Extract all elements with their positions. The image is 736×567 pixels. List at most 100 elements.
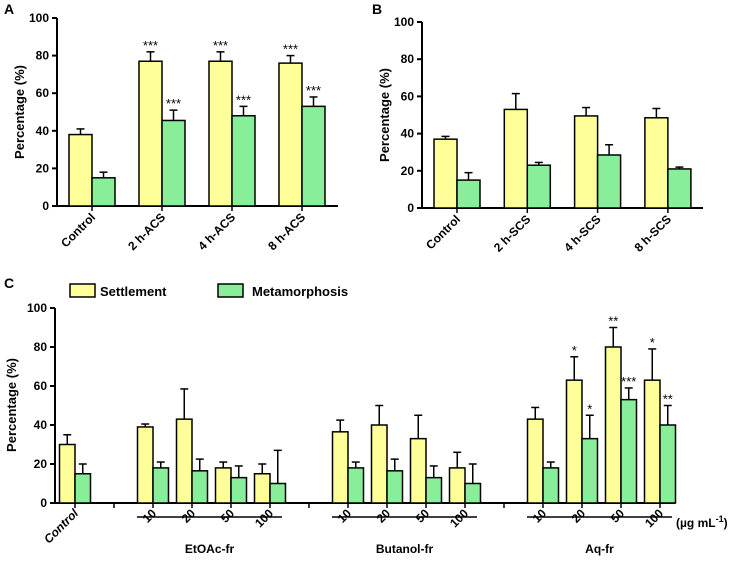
x-tick-label: 10: [530, 506, 550, 526]
significance-label: *: [587, 401, 592, 416]
bar-metamorphosis: [456, 179, 481, 209]
group-label: EtOAc-fr: [185, 542, 235, 556]
x-tick-label: 2 h-ACS: [125, 210, 168, 253]
panel-A: A 0 20 40 60 80 100 Percentage (%) Control 2 h-AC…: [4, 1, 338, 253]
significance-label: ***: [143, 38, 158, 53]
legend: Settlement Metamorphosis: [69, 283, 348, 299]
y-tick-label: 80: [401, 52, 415, 66]
unit-label: (µg mL-1): [676, 514, 728, 530]
bar-settlement: [278, 62, 303, 207]
bar-settlement: [138, 60, 163, 207]
bar-settlement: [370, 424, 388, 504]
bar-settlement: [644, 117, 669, 209]
y-tick-label: 80: [34, 340, 48, 354]
legend-label: Settlement: [100, 284, 167, 299]
y-tick-label: 0: [42, 199, 49, 213]
significance-label: ***: [306, 83, 321, 98]
significance-label: ***: [236, 92, 251, 107]
y-tick-label: 20: [34, 457, 48, 471]
bar-settlement: [503, 108, 529, 209]
x-tick-label: 8 h-SCS: [632, 212, 674, 254]
significance-label: ***: [166, 96, 181, 111]
bar-settlement: [526, 418, 544, 504]
significance-label: *: [572, 343, 577, 358]
bar-metamorphosis: [581, 437, 599, 504]
x-tick-label: 10: [335, 506, 355, 526]
bar-metamorphosis: [464, 482, 482, 504]
y-axis-label: Percentage (%): [4, 358, 19, 452]
x-tick-label: 20: [569, 506, 589, 526]
significance-label: ***: [283, 42, 298, 57]
x-tick-label: 10: [140, 506, 160, 526]
x-tick-label: 2 h-SCS: [491, 212, 533, 254]
bar-metamorphosis: [231, 115, 256, 207]
y-tick-label: 20: [401, 164, 415, 178]
x-tick-label: 100: [447, 506, 471, 530]
x-tick-label: 50: [413, 506, 433, 526]
bar-settlement: [136, 426, 154, 504]
bar-metamorphosis: [161, 119, 186, 207]
bar-metamorphosis: [425, 476, 443, 504]
y-tick-label: 60: [36, 86, 50, 100]
bar-settlement: [565, 379, 583, 504]
bar-settlement: [643, 379, 661, 504]
significance-label: **: [608, 314, 618, 329]
bar-settlement: [58, 443, 76, 504]
bar-settlement: [68, 133, 93, 207]
x-tick-label: Control: [58, 210, 98, 250]
significance-label: ***: [621, 374, 636, 389]
panel-label: A: [4, 1, 14, 17]
panel-label: C: [4, 275, 14, 291]
y-tick-label: 20: [36, 161, 50, 175]
bar-settlement: [175, 418, 193, 504]
bar-metamorphosis: [347, 467, 365, 504]
y-tick-label: 100: [394, 15, 414, 29]
x-tick-label: 8 h-ACS: [265, 210, 308, 253]
y-axis-label: Percentage (%): [12, 65, 27, 159]
group-label: Butanol-fr: [376, 542, 434, 556]
bar-metamorphosis: [301, 105, 326, 207]
y-tick-label: 0: [40, 496, 47, 510]
significance-label: ***: [213, 38, 228, 53]
y-tick-label: 60: [401, 89, 415, 103]
legend-swatch-metamorphosis: [217, 283, 244, 298]
bar-metamorphosis: [620, 398, 638, 504]
y-tick-label: 100: [29, 11, 49, 25]
bar-metamorphosis: [230, 476, 248, 504]
bar-settlement: [208, 60, 233, 207]
panel-C: C 0 20 40 60 80 100 Percentage (%) Control 10 20 50…: [4, 275, 728, 556]
x-tick-label: 50: [608, 506, 628, 526]
y-tick-label: 80: [36, 49, 50, 63]
y-tick-label: 100: [27, 301, 47, 315]
bar-metamorphosis: [596, 154, 622, 209]
panel-B: B 0 20 40 60 80 100 Percentage (%) Control 2 h-SC…: [372, 1, 703, 255]
legend-label: Metamorphosis: [252, 284, 348, 299]
bar-metamorphosis: [667, 168, 692, 209]
x-tick-label: 4 h-SCS: [561, 212, 603, 254]
bar-metamorphosis: [74, 473, 92, 504]
group-label: Aq-fr: [585, 542, 614, 556]
bar-metamorphosis: [191, 470, 209, 504]
bar-settlement: [253, 473, 271, 504]
x-tick-label: Control: [423, 212, 463, 252]
bar-metamorphosis: [91, 177, 116, 207]
significance-label: *: [650, 335, 655, 350]
panel-label: B: [372, 1, 382, 17]
x-tick-label: 100: [642, 506, 666, 530]
significance-label: **: [663, 392, 673, 407]
y-tick-label: 40: [34, 418, 48, 432]
bar-metamorphosis: [659, 424, 677, 504]
bar-metamorphosis: [526, 164, 552, 209]
bar-metamorphosis: [152, 467, 170, 504]
y-axis-label: Percentage (%): [377, 68, 392, 162]
x-tick-label: 20: [179, 506, 199, 526]
x-tick-label: 4 h-ACS: [195, 210, 238, 253]
bar-metamorphosis: [386, 470, 404, 504]
bar-settlement: [604, 346, 622, 504]
legend-swatch-settlement: [69, 283, 96, 298]
bar-settlement: [573, 115, 599, 209]
x-tick-label: 100: [252, 506, 276, 530]
bar-settlement: [331, 431, 349, 504]
y-tick-label: 0: [407, 201, 414, 215]
